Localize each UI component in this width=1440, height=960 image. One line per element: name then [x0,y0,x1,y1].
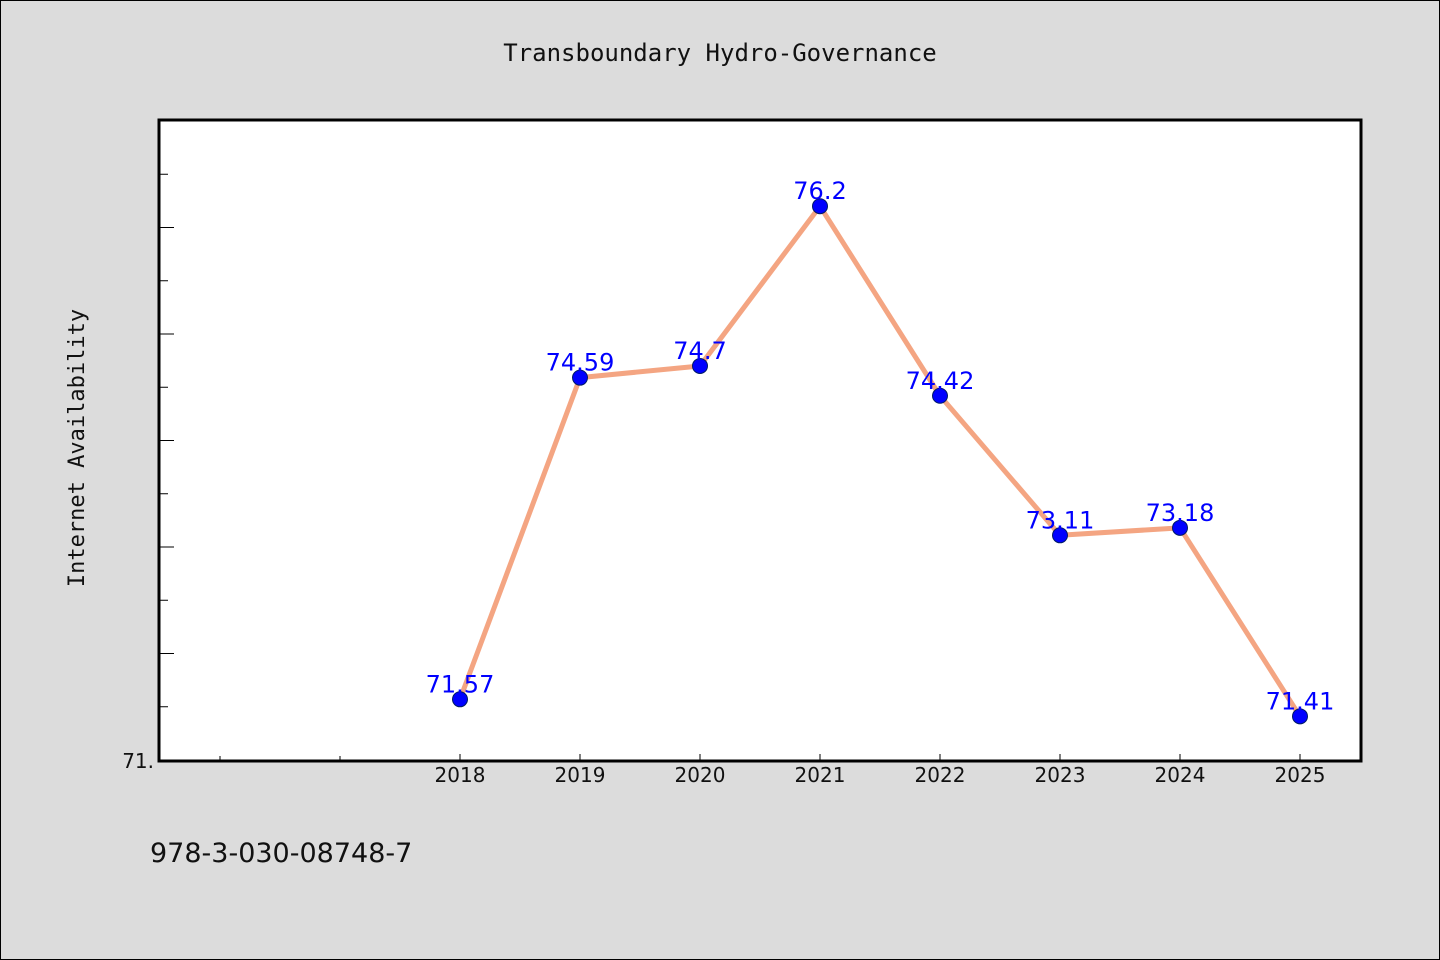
data-label: 74.59 [546,349,615,377]
x-tick-label: 2025 [1275,763,1326,787]
x-tick-label: 2020 [675,763,726,787]
x-tick-label: 2023 [1035,763,1086,787]
data-point [1292,708,1308,725]
chart-title: Transboundary Hydro-Governance [503,39,936,67]
data-point [572,369,588,386]
series-line [457,203,1303,718]
x-tick-label: 2019 [555,763,606,787]
data-label: 71.57 [426,670,495,698]
data-point [932,387,948,404]
data-label: 71.41 [1266,687,1335,715]
data-label: 73.18 [1146,499,1215,527]
data-point [1172,519,1188,536]
x-tick-label: 2024 [1155,763,1206,787]
y-tick-label: 71. [122,749,154,773]
data-point [452,691,468,708]
x-tick-labels: 2018 2019 2020 2021 2022 2023 2024 2025 [435,763,1326,787]
x-axis-ticks [219,754,1301,760]
series-markers [452,198,1308,725]
data-labels: 71.57 74.59 74.7 76.2 74.42 73.11 73.18 71.41 [426,177,1335,715]
data-point [812,198,828,215]
isbn-text: 978-3-030-08748-7 [150,838,412,869]
data-label: 73.11 [1026,506,1095,534]
x-tick-label: 2018 [435,763,486,787]
y-axis-ticks [160,120,174,761]
data-point [692,357,708,374]
data-label: 76.2 [793,177,846,205]
data-label: 74.42 [906,367,975,395]
data-label: 74.7 [673,337,726,365]
plot-area [157,118,1363,763]
y-axis-label: Internet Availability [65,309,90,587]
x-tick-label: 2022 [915,763,966,787]
x-tick-label: 2021 [795,763,846,787]
data-point [1052,527,1068,544]
